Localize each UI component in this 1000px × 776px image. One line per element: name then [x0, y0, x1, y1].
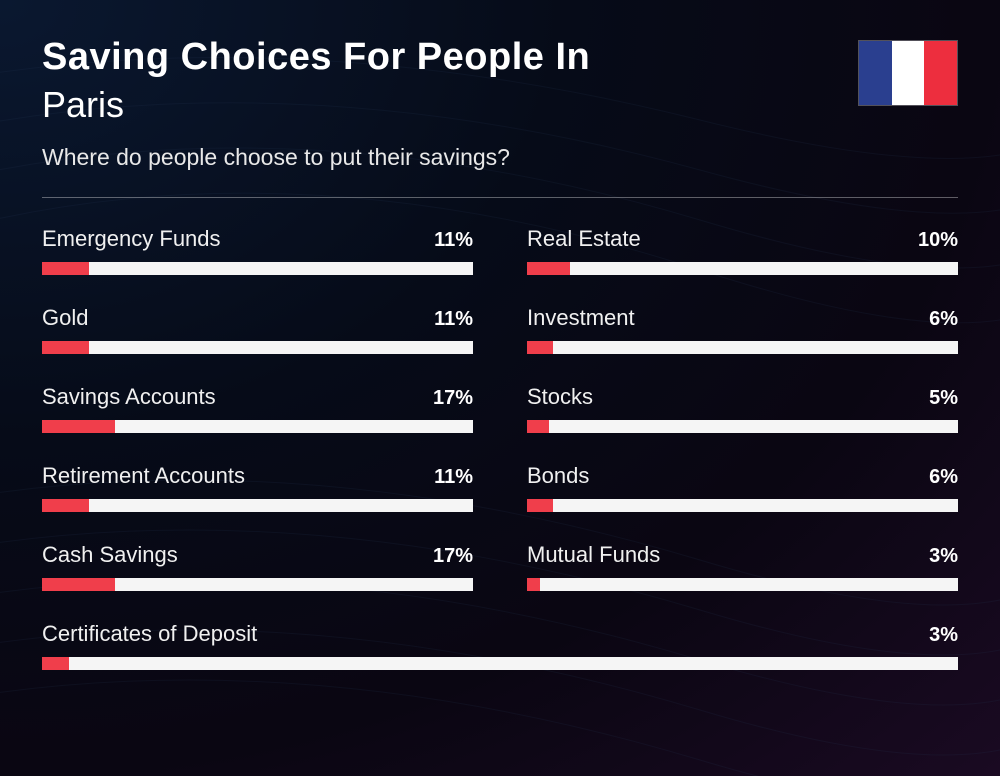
bar-label: Mutual Funds	[527, 542, 660, 568]
bar-value: 6%	[929, 466, 958, 489]
bar-fill	[527, 420, 549, 433]
bar-track	[42, 341, 473, 354]
title-block: Saving Choices For People In Paris Where…	[42, 36, 858, 171]
bar-value: 10%	[918, 229, 958, 252]
flag-france	[858, 40, 958, 106]
bar-label: Certificates of Deposit	[42, 621, 257, 647]
bar-item-header: Emergency Funds 11%	[42, 226, 473, 252]
infographic-container: Saving Choices For People In Paris Where…	[0, 0, 1000, 776]
bar-item-header: Cash Savings 17%	[42, 542, 473, 568]
bar-label: Cash Savings	[42, 542, 178, 568]
bar-track	[527, 262, 958, 275]
flag-stripe-white	[892, 41, 925, 105]
bar-track	[42, 657, 958, 670]
bar-item-header: Mutual Funds 3%	[527, 542, 958, 568]
bars-grid: Emergency Funds 11% Real Estate 10% Gold 11% I…	[42, 226, 958, 670]
bar-label: Real Estate	[527, 226, 641, 252]
bar-item-header: Investment 6%	[527, 305, 958, 331]
bar-item: Stocks 5%	[527, 384, 958, 433]
bar-track	[42, 262, 473, 275]
bar-track	[42, 578, 473, 591]
bar-fill	[42, 341, 89, 354]
bar-fill	[42, 499, 89, 512]
bar-label: Stocks	[527, 384, 593, 410]
bar-value: 6%	[929, 308, 958, 331]
bar-value: 17%	[433, 545, 473, 568]
bar-label: Emergency Funds	[42, 226, 221, 252]
bar-item: Savings Accounts 17%	[42, 384, 473, 433]
bar-item: Real Estate 10%	[527, 226, 958, 275]
flag-stripe-red	[924, 41, 957, 105]
bar-item: Bonds 6%	[527, 463, 958, 512]
bar-value: 11%	[434, 466, 473, 489]
bar-fill	[527, 262, 570, 275]
bar-track	[42, 420, 473, 433]
bar-item: Gold 11%	[42, 305, 473, 354]
bar-label: Retirement Accounts	[42, 463, 245, 489]
bar-fill	[527, 341, 553, 354]
header: Saving Choices For People In Paris Where…	[42, 36, 958, 171]
bar-item-header: Savings Accounts 17%	[42, 384, 473, 410]
bar-fill	[527, 578, 540, 591]
bar-value: 11%	[434, 229, 473, 252]
bar-value: 5%	[929, 387, 958, 410]
bar-value: 3%	[929, 624, 958, 647]
bar-track	[527, 499, 958, 512]
bar-value: 17%	[433, 387, 473, 410]
bar-fill	[42, 657, 69, 670]
bar-track	[527, 578, 958, 591]
subtitle: Where do people choose to put their savi…	[42, 144, 858, 171]
bar-track	[527, 341, 958, 354]
bar-fill	[42, 578, 115, 591]
bar-fill	[42, 420, 115, 433]
bar-track	[527, 420, 958, 433]
bar-item-header: Gold 11%	[42, 305, 473, 331]
bar-item: Emergency Funds 11%	[42, 226, 473, 275]
flag-stripe-blue	[859, 41, 892, 105]
divider	[42, 197, 958, 198]
bar-item: Certificates of Deposit 3%	[42, 621, 958, 670]
bar-fill	[42, 262, 89, 275]
bar-item: Mutual Funds 3%	[527, 542, 958, 591]
bar-label: Gold	[42, 305, 88, 331]
title-line-1: Saving Choices For People In	[42, 36, 858, 80]
bar-item: Investment 6%	[527, 305, 958, 354]
bar-fill	[527, 499, 553, 512]
bar-item-header: Real Estate 10%	[527, 226, 958, 252]
bar-label: Bonds	[527, 463, 589, 489]
bar-value: 11%	[434, 308, 473, 331]
bar-item-header: Bonds 6%	[527, 463, 958, 489]
bar-item: Retirement Accounts 11%	[42, 463, 473, 512]
bar-item: Cash Savings 17%	[42, 542, 473, 591]
bar-item-header: Certificates of Deposit 3%	[42, 621, 958, 647]
title-line-2: Paris	[42, 82, 858, 129]
bar-label: Savings Accounts	[42, 384, 216, 410]
bar-track	[42, 499, 473, 512]
bar-label: Investment	[527, 305, 635, 331]
bar-value: 3%	[929, 545, 958, 568]
bar-item-header: Stocks 5%	[527, 384, 958, 410]
bar-item-header: Retirement Accounts 11%	[42, 463, 473, 489]
